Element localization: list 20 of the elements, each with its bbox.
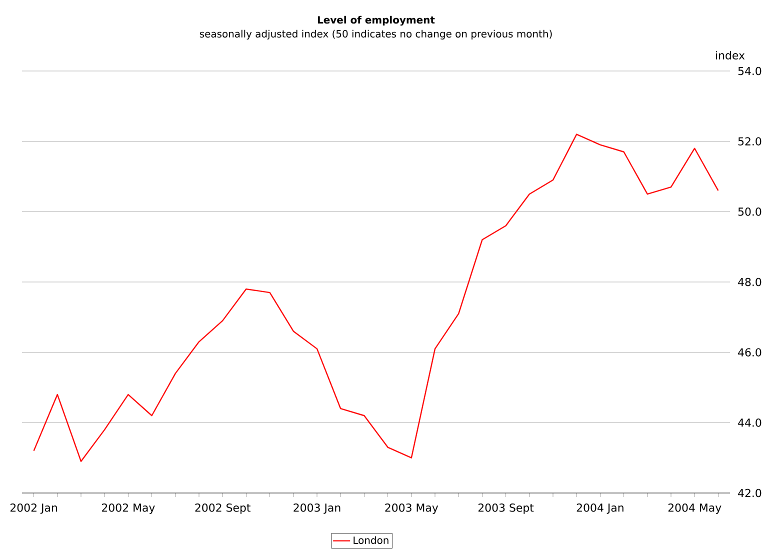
x-tick-label: 2003 Sept — [478, 504, 534, 514]
x-tick-label: 2004 Jan — [576, 504, 624, 514]
y-axis-title: index — [716, 50, 745, 60]
x-tick-label: 2003 May — [385, 504, 438, 514]
y-tick-label: 42.0 — [738, 488, 762, 498]
y-tick-label: 50.0 — [738, 208, 762, 216]
line-series — [33, 134, 719, 462]
y-tick-label: 48.0 — [738, 278, 762, 286]
y-tick-label: 46.0 — [738, 348, 762, 356]
x-tick-label: 2003 Jan — [294, 504, 340, 514]
x-tick-label: 2002 Sept — [195, 504, 250, 514]
legend-label: London — [354, 536, 388, 544]
chart-title: Level of employment — [318, 16, 435, 26]
y-tick-label: 52.0 — [738, 137, 762, 146]
x-tick-label: 2002 Jan — [10, 504, 57, 514]
x-tick-label: 2002 May — [102, 504, 155, 514]
x-tick-label: 2004 May — [668, 504, 722, 514]
y-tick-label: 54.0 — [738, 66, 762, 76]
y-tick-label: 44.0 — [738, 418, 762, 427]
chart-subtitle: seasonally adjusted index (50 indicates no change on previous month) — [200, 30, 552, 40]
